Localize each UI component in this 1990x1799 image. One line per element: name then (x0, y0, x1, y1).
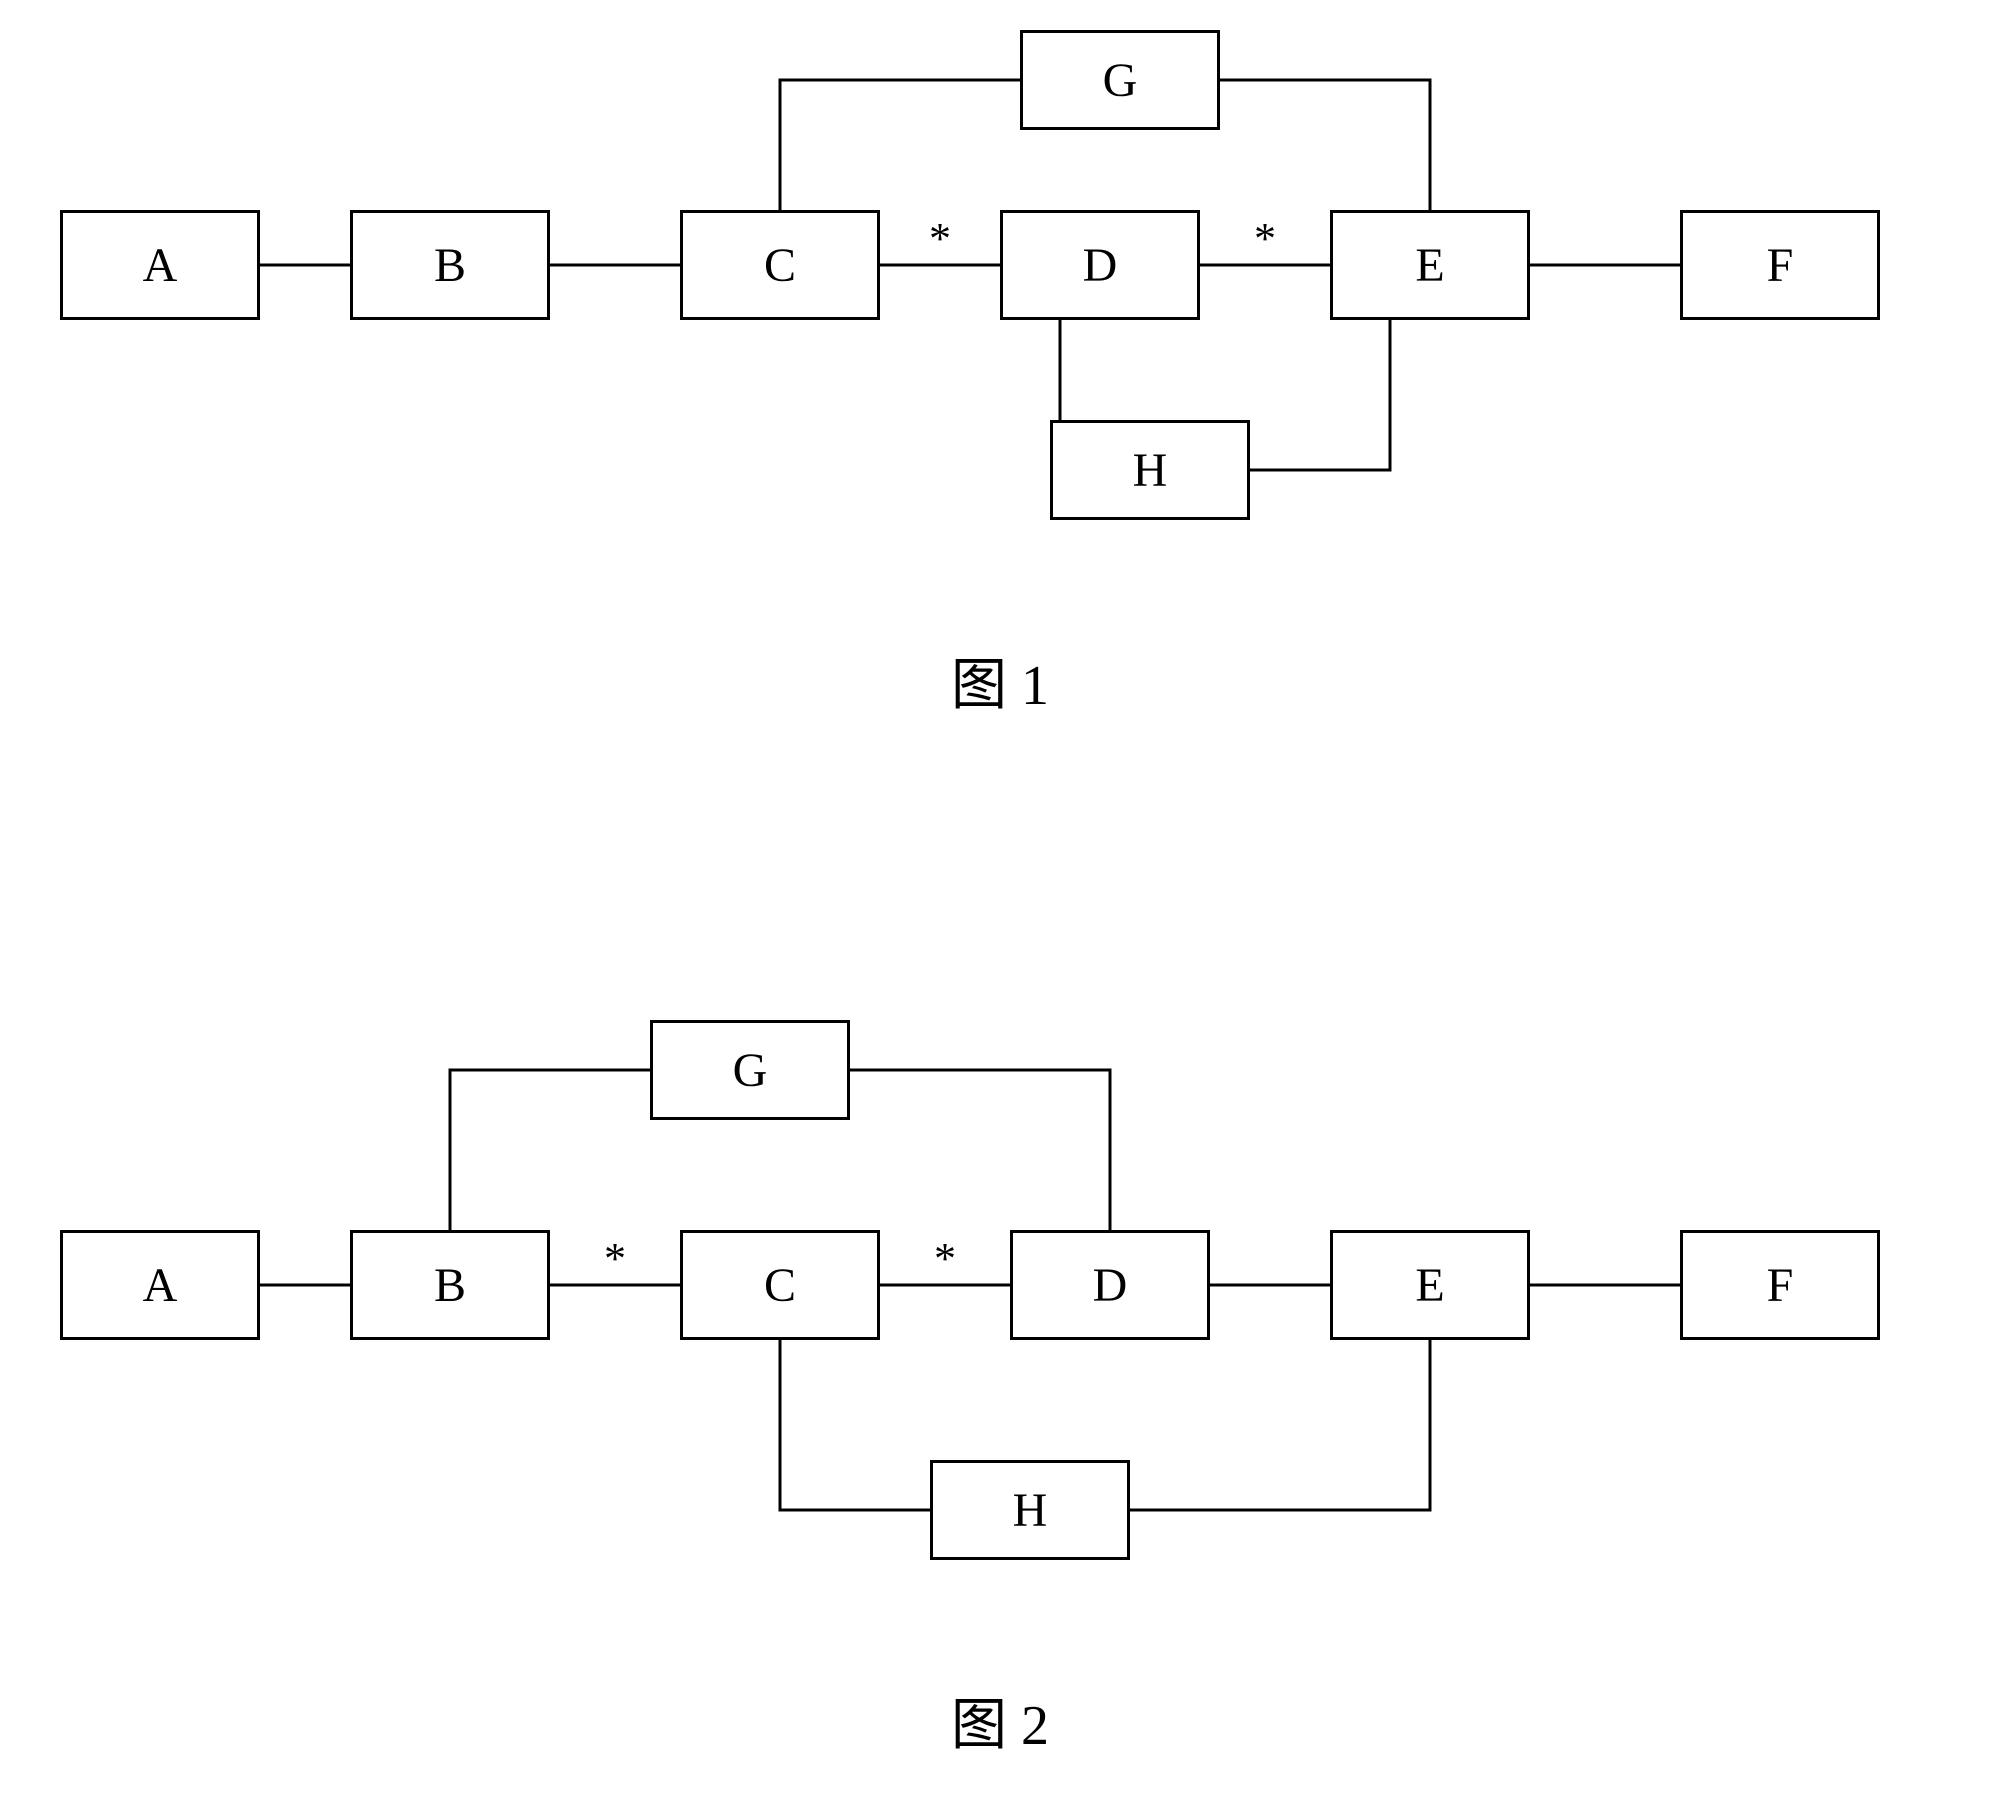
fig2-caption: 图 2 (900, 1680, 1100, 1761)
fig1-node-d: D (1000, 210, 1200, 320)
fig2-node-b: B (350, 1230, 550, 1340)
fig2-node-a: A (60, 1230, 260, 1340)
fig1-caption: 图 1 (900, 640, 1100, 721)
node-label: E (1415, 238, 1444, 293)
fig1-node-f: F (1680, 210, 1880, 320)
node-label: A (143, 238, 178, 293)
fig1-node-e: E (1330, 210, 1530, 320)
node-label: H (1013, 1483, 1048, 1538)
node-label: B (434, 238, 466, 293)
edge-label: * (600, 1233, 630, 1284)
fig1-node-c: C (680, 210, 880, 320)
fig2-node-h: H (930, 1460, 1130, 1560)
fig1-node-g: G (1020, 30, 1220, 130)
fig2-node-f: F (1680, 1230, 1880, 1340)
edge-label: * (1250, 213, 1280, 264)
edge-label: * (930, 1233, 960, 1284)
node-label: C (764, 1258, 796, 1313)
node-label: G (1103, 53, 1138, 108)
node-label: A (143, 1258, 178, 1313)
node-label: F (1767, 238, 1794, 293)
node-label: H (1133, 443, 1168, 498)
node-label: D (1093, 1258, 1128, 1313)
node-label: D (1083, 238, 1118, 293)
fig1-node-h: H (1050, 420, 1250, 520)
fig1-node-a: A (60, 210, 260, 320)
node-label: E (1415, 1258, 1444, 1313)
fig1-node-b: B (350, 210, 550, 320)
edge-label: * (925, 213, 955, 264)
node-label: F (1767, 1258, 1794, 1313)
fig2-node-g: G (650, 1020, 850, 1120)
node-label: C (764, 238, 796, 293)
node-label: B (434, 1258, 466, 1313)
node-label: G (733, 1043, 768, 1098)
fig2-node-d: D (1010, 1230, 1210, 1340)
diagram-page: A B C D E F G H A B C D E F G H 图 1 图 2 … (0, 0, 1990, 1799)
fig2-node-e: E (1330, 1230, 1530, 1340)
fig2-node-c: C (680, 1230, 880, 1340)
